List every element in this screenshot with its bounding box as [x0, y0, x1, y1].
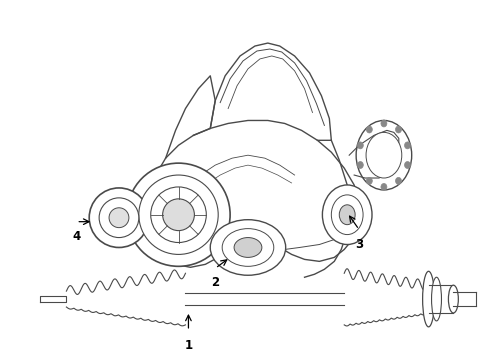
Ellipse shape [405, 142, 411, 149]
Ellipse shape [395, 177, 401, 184]
Ellipse shape [322, 185, 372, 244]
Polygon shape [40, 296, 66, 302]
Text: 2: 2 [211, 276, 220, 289]
Polygon shape [349, 130, 399, 178]
Ellipse shape [422, 271, 435, 327]
Ellipse shape [366, 132, 402, 178]
Ellipse shape [109, 208, 129, 228]
Polygon shape [149, 205, 156, 230]
Ellipse shape [127, 163, 230, 266]
Polygon shape [185, 293, 344, 305]
Polygon shape [149, 121, 359, 267]
Ellipse shape [381, 120, 387, 127]
Polygon shape [453, 292, 476, 306]
Ellipse shape [395, 126, 401, 133]
Ellipse shape [339, 205, 355, 225]
Ellipse shape [405, 162, 411, 168]
Ellipse shape [222, 229, 274, 266]
Ellipse shape [367, 126, 372, 133]
Ellipse shape [210, 220, 286, 275]
Polygon shape [429, 285, 453, 313]
Ellipse shape [367, 177, 372, 184]
Ellipse shape [99, 198, 139, 238]
Text: 4: 4 [72, 230, 80, 243]
Ellipse shape [234, 238, 262, 257]
Ellipse shape [432, 277, 441, 321]
Text: 1: 1 [184, 339, 193, 352]
Ellipse shape [357, 162, 363, 168]
Polygon shape [210, 43, 331, 140]
Ellipse shape [448, 285, 458, 313]
Ellipse shape [357, 142, 363, 149]
Ellipse shape [163, 199, 195, 231]
Ellipse shape [381, 184, 387, 190]
Text: 3: 3 [355, 238, 363, 251]
Polygon shape [149, 185, 212, 247]
Polygon shape [166, 76, 215, 158]
Polygon shape [305, 140, 349, 277]
Ellipse shape [139, 175, 218, 255]
Ellipse shape [331, 195, 363, 235]
Ellipse shape [89, 188, 149, 247]
Ellipse shape [151, 187, 206, 243]
Ellipse shape [356, 121, 412, 190]
